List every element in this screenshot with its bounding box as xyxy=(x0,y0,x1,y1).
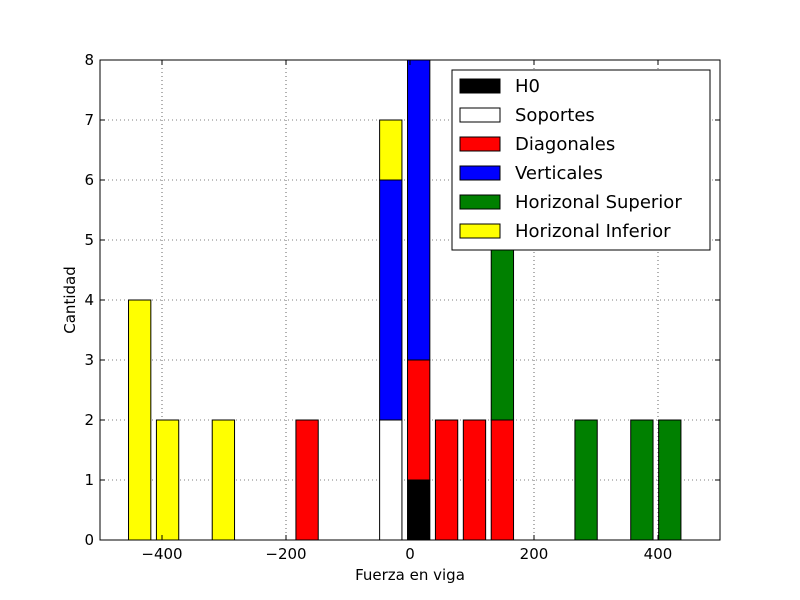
bar-diagonales xyxy=(434,419,459,541)
y-tick-label: 1 xyxy=(84,471,94,489)
bar-verticales xyxy=(407,59,431,361)
bar-diagonales xyxy=(407,359,431,481)
x-tick-label: 400 xyxy=(644,545,673,563)
y-tick-label: 5 xyxy=(84,231,94,249)
axis-ticks: −400 −200 0 200 400 0 1 2 3 4 5 6 7 8 xyxy=(84,51,720,563)
bar-horizonal-superior xyxy=(630,419,654,541)
bar-horizonal-superior xyxy=(658,419,682,541)
x-tick-label: 200 xyxy=(520,545,549,563)
bar-soportes xyxy=(379,419,403,541)
x-tick-label: −400 xyxy=(141,545,182,563)
y-tick-label: 7 xyxy=(84,111,94,129)
bar-h0 xyxy=(407,479,431,541)
legend-swatch-h0 xyxy=(459,78,501,94)
legend-label-soportes: Soportes xyxy=(515,105,595,126)
y-tick-label: 6 xyxy=(84,171,94,189)
bar-horizonal-inferior xyxy=(128,299,152,541)
y-tick-label: 0 xyxy=(84,531,94,549)
legend-label-diagonales: Diagonales xyxy=(515,134,615,155)
x-axis-label: Fuerza en viga xyxy=(355,566,465,584)
y-tick-label: 2 xyxy=(84,411,94,429)
bar-horizonal-inferior xyxy=(211,419,236,541)
bar-diagonales xyxy=(295,419,319,541)
y-tick-label: 8 xyxy=(84,51,94,69)
bar-verticales xyxy=(379,179,403,421)
legend: H0 Soportes Diagonales Verticales Horizonal … xyxy=(451,69,711,251)
legend-swatch-diagonales xyxy=(459,136,501,152)
x-tick-label: −200 xyxy=(265,545,306,563)
legend-box xyxy=(451,69,711,251)
y-tick-label: 3 xyxy=(84,351,94,369)
legend-swatch-verticales xyxy=(459,165,501,181)
legend-swatch-horizonal-inferior xyxy=(459,223,501,239)
legend-label-horizonal-inferior: Horizonal Inferior xyxy=(515,221,671,242)
legend-swatch-horizonal-superior xyxy=(459,194,501,210)
y-axis-label: Cantidad xyxy=(61,266,79,333)
bar-horizonal-superior xyxy=(490,239,515,421)
legend-label-verticales: Verticales xyxy=(515,163,603,184)
legend-label-h0: H0 xyxy=(515,76,540,97)
y-tick-label: 4 xyxy=(84,291,94,309)
bar-diagonales xyxy=(490,419,515,541)
x-tick-label: 0 xyxy=(405,545,415,563)
bar-horizonal-inferior xyxy=(155,419,180,541)
legend-swatch-soportes xyxy=(459,107,501,123)
bar-horizonal-superior xyxy=(574,419,598,541)
bar-diagonales xyxy=(462,419,487,541)
legend-label-horizonal-superior: Horizonal Superior xyxy=(515,192,682,213)
bar-horizonal-inferior xyxy=(379,119,403,181)
